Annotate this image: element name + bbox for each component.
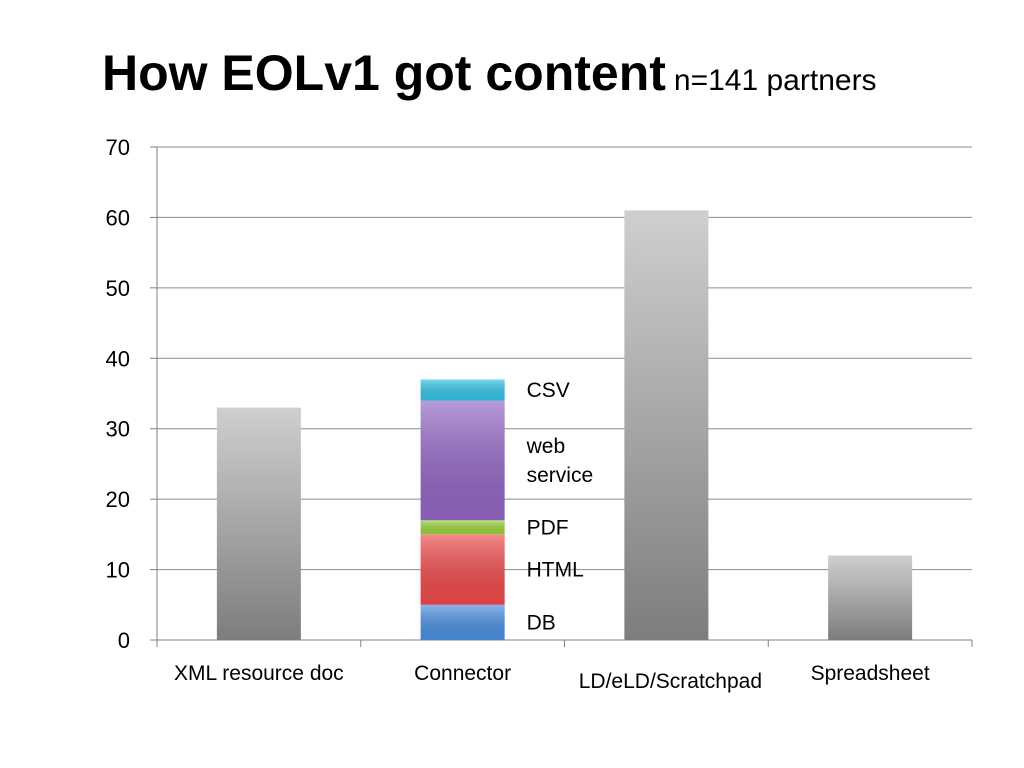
slide-title: How EOLv1 got content n=141 partners xyxy=(102,48,877,98)
bar-segment-shade xyxy=(420,520,505,535)
bar xyxy=(216,407,301,640)
segment-label: CSV xyxy=(527,379,570,402)
segment-label-text: PDF xyxy=(527,516,569,539)
bar-segment-shade xyxy=(420,534,505,605)
bars xyxy=(216,210,913,640)
y-tick-label: 10 xyxy=(106,558,130,583)
y-tick-label: 20 xyxy=(106,487,130,512)
x-tick-label: LD/eLD/Scratchpad xyxy=(579,670,762,693)
segment-label-line: web xyxy=(526,435,566,458)
labels: XML resource doc DB HTML PDF web service CSV Co… xyxy=(174,379,930,693)
segment-label-text: CSV xyxy=(527,379,570,402)
y-tick-label: 50 xyxy=(106,276,130,301)
x-tick-label: Spreadsheet xyxy=(811,662,930,685)
bar-segment-shade xyxy=(420,379,505,401)
title-subtitle: n=141 partners xyxy=(673,64,877,97)
y-tick-label: 60 xyxy=(106,205,130,230)
bar xyxy=(624,210,709,640)
segment-label: HTML xyxy=(527,559,584,582)
segment-label-text: DB xyxy=(527,611,556,634)
segment-label: DB xyxy=(527,611,556,634)
y-tick-label: 40 xyxy=(106,346,130,371)
x-tick-label: Connector xyxy=(414,662,511,685)
y-tick-label: 70 xyxy=(106,135,130,160)
title-main: How EOLv1 got content xyxy=(102,45,666,101)
bar xyxy=(828,555,913,640)
bar-segment-shade xyxy=(420,604,505,640)
segment-label: PDF xyxy=(527,516,569,539)
x-tick-label: XML resource doc xyxy=(174,662,344,685)
bar-segment-shade xyxy=(420,400,505,521)
y-tick-label: 30 xyxy=(106,417,130,442)
segment-label: web service xyxy=(526,435,594,487)
segment-label-line: service xyxy=(527,464,594,487)
y-tick-label: 0 xyxy=(118,628,130,653)
segment-label-text: HTML xyxy=(527,559,584,582)
